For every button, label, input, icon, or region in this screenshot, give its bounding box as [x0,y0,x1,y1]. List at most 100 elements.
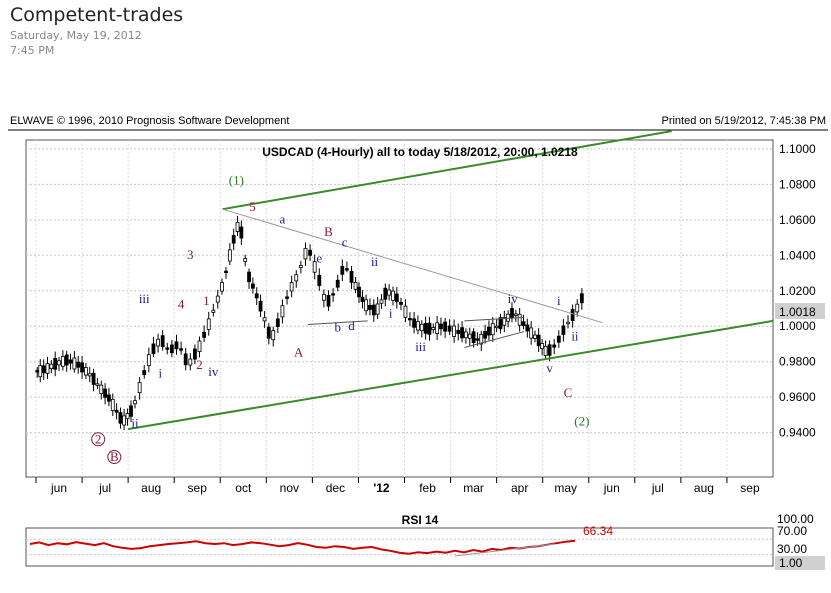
candle-body [174,341,179,350]
wave-label: iv [508,291,519,306]
candle-body [122,415,126,426]
chart-header-right: Printed on 5/19/2012, 7:45:38 PM [661,115,826,127]
price-y-tick: 0.9400 [779,426,816,440]
candle-body [197,340,202,353]
candle-body [317,274,322,286]
candle-body [308,249,312,256]
candle-body [412,318,416,328]
candle-body [467,333,472,339]
wave-label: 4 [178,297,185,312]
candle-body [487,326,491,336]
wave-label: c [342,234,348,249]
candle-body [107,394,111,402]
price-y-tick: 0.9800 [779,355,816,369]
candle-body [179,348,183,351]
candle-body [146,354,151,366]
last-price-box [775,303,825,319]
rsi-tick-100: 100.00 [777,512,814,526]
candle-body [183,353,188,366]
wave-label: iii [415,339,426,354]
candle-body [289,282,294,292]
price-x-tick: jun [50,481,67,495]
candle-body [483,330,488,339]
candle-body [285,296,289,299]
candle-body [494,325,499,329]
candle-body [419,323,424,332]
candle-body [275,318,280,327]
candle-body [552,344,557,348]
wave-label-circle [91,432,106,447]
last-price-label: 1.0018 [779,305,816,319]
candle-body [543,345,548,357]
candle-body [345,268,349,271]
candle-body [169,344,174,354]
candle-body [399,301,403,305]
candle-body [471,331,476,343]
candle-body [156,338,160,347]
candle-body [250,283,255,289]
wave-label: i [159,366,163,381]
candle-body [490,323,495,336]
candle-body [498,317,503,330]
candle-body [368,304,372,310]
price-x-tick: nov [280,481,299,495]
candle-body [521,321,526,326]
wave-label: d [348,318,355,333]
price-y-tick: 1.0400 [779,248,816,262]
candle-body [298,265,303,268]
price-x-tick: may [554,481,577,495]
candle-body [110,398,115,411]
blog-title: Competent-trades [10,4,184,26]
falling-trendline [222,208,603,324]
rsi-title: RSI 14 [402,513,439,527]
candle-body [202,331,207,338]
candle-body [38,365,43,378]
candle-body [447,325,452,332]
post-date: Saturday, May 19, 2012 [10,29,142,42]
candle-body [533,334,537,339]
candle-body [431,327,436,330]
price-x-tick: jul [651,481,664,495]
price-y-tick: 0.9600 [779,390,816,404]
wave-label: e [316,250,322,265]
candle-body [408,318,412,321]
candle-body [215,295,220,303]
candle-body [271,330,276,341]
candle-body [258,300,263,312]
candle-body [193,348,197,360]
candle-body [479,333,484,345]
candle-body [68,359,73,364]
price-x-tick: aug [694,481,714,495]
candle-body [262,317,267,322]
price-panel [25,139,774,478]
price-y-tick: 1.0000 [779,319,816,333]
candle-body [427,322,432,335]
wave-label: (2) [574,414,589,429]
price-x-tick: '12 [373,481,390,495]
candle-body [235,222,240,232]
wave-label: B [324,224,333,239]
candle-body [416,321,420,331]
candle-body [188,358,193,366]
candle-body [211,309,216,313]
candle-body [57,360,61,366]
candle-body [321,293,326,301]
post-time: 7:45 PM [10,44,55,57]
price-y-tick: 1.0800 [779,177,816,191]
candle-body [206,318,211,330]
rsi-panel [25,527,774,567]
wave-label: i [557,293,561,308]
candle-body [294,274,299,282]
wave-label: iii [139,291,150,306]
candle-body [547,344,552,356]
candle-body [403,305,408,318]
candle-body [540,343,545,349]
candle-body [357,286,361,298]
candle-body [452,325,456,337]
wave-label: 5 [249,199,256,214]
candle-body [151,343,156,354]
price-y-tick: 1.1000 [779,142,816,156]
price-x-tick: mar [463,481,484,495]
wave-label: a [280,211,286,226]
price-x-tick: jun [603,481,620,495]
